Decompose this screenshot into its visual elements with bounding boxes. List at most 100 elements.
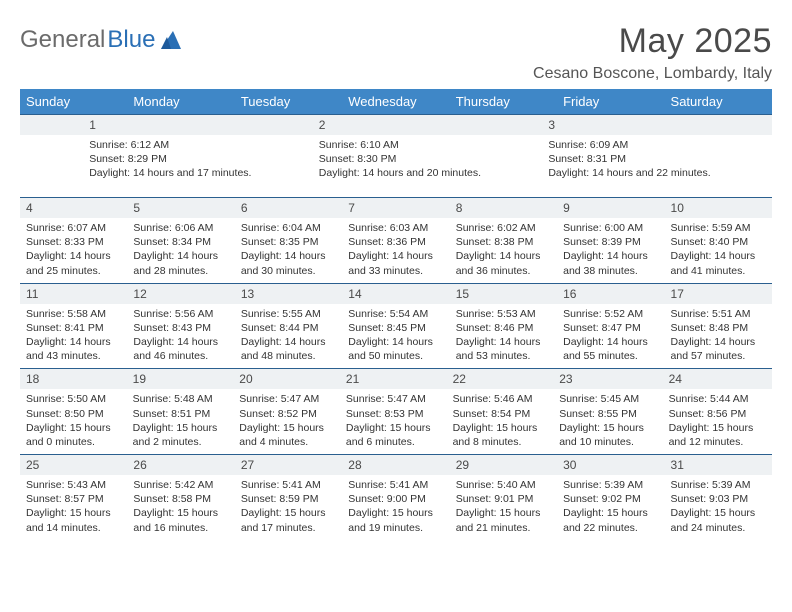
day-number-row: 18192021222324 bbox=[20, 369, 772, 390]
sunrise-text: Sunrise: 5:52 AM bbox=[563, 307, 658, 321]
day-detail: Sunrise: 5:47 AMSunset: 8:53 PMDaylight:… bbox=[340, 389, 447, 454]
sunrise-text: Sunrise: 5:56 AM bbox=[133, 307, 228, 321]
day-detail: Sunrise: 6:07 AMSunset: 8:33 PMDaylight:… bbox=[20, 218, 127, 283]
daylight-text: Daylight: 15 hours and 19 minutes. bbox=[348, 506, 443, 534]
sunrise-text: Sunrise: 5:54 AM bbox=[348, 307, 443, 321]
weekday-header: Tuesday bbox=[235, 89, 342, 114]
day-detail-row: Sunrise: 5:58 AMSunset: 8:41 PMDaylight:… bbox=[20, 304, 772, 369]
day-number: 3 bbox=[542, 115, 772, 136]
day-number: 14 bbox=[342, 283, 449, 304]
sunrise-text: Sunrise: 6:07 AM bbox=[26, 221, 121, 235]
day-detail: Sunrise: 6:06 AMSunset: 8:34 PMDaylight:… bbox=[127, 218, 234, 283]
day-detail: Sunrise: 5:59 AMSunset: 8:40 PMDaylight:… bbox=[665, 218, 772, 283]
day-detail bbox=[36, 135, 52, 197]
day-number: 15 bbox=[450, 283, 557, 304]
daylight-text: Daylight: 15 hours and 17 minutes. bbox=[241, 506, 336, 534]
day-detail: Sunrise: 5:47 AMSunset: 8:52 PMDaylight:… bbox=[233, 389, 340, 454]
daylight-text: Daylight: 14 hours and 57 minutes. bbox=[671, 335, 766, 363]
day-detail: Sunrise: 5:52 AMSunset: 8:47 PMDaylight:… bbox=[557, 304, 664, 369]
daylight-text: Daylight: 15 hours and 16 minutes. bbox=[133, 506, 228, 534]
sunset-text: Sunset: 8:54 PM bbox=[453, 407, 548, 421]
sunrise-text: Sunrise: 5:51 AM bbox=[671, 307, 766, 321]
day-number: 6 bbox=[235, 198, 342, 219]
day-number bbox=[67, 115, 83, 136]
sunrise-text: Sunrise: 5:39 AM bbox=[671, 478, 766, 492]
day-number: 12 bbox=[127, 283, 234, 304]
sunset-text: Sunset: 8:43 PM bbox=[133, 321, 228, 335]
day-detail: Sunrise: 5:54 AMSunset: 8:45 PMDaylight:… bbox=[342, 304, 449, 369]
day-detail: Sunrise: 5:44 AMSunset: 8:56 PMDaylight:… bbox=[663, 389, 772, 454]
daylight-text: Daylight: 14 hours and 41 minutes. bbox=[671, 249, 766, 277]
day-detail: Sunrise: 5:39 AMSunset: 9:02 PMDaylight:… bbox=[557, 475, 664, 540]
day-detail: Sunrise: 6:09 AMSunset: 8:31 PMDaylight:… bbox=[542, 135, 772, 197]
day-detail: Sunrise: 5:56 AMSunset: 8:43 PMDaylight:… bbox=[127, 304, 234, 369]
month-title: May 2025 bbox=[533, 22, 772, 61]
calendar-week: 11121314151617Sunrise: 5:58 AMSunset: 8:… bbox=[20, 283, 772, 369]
day-number: 4 bbox=[20, 198, 127, 219]
sunrise-text: Sunrise: 5:55 AM bbox=[241, 307, 336, 321]
daylight-text: Daylight: 14 hours and 50 minutes. bbox=[348, 335, 443, 363]
weekday-header: Sunday bbox=[20, 89, 127, 114]
sunrise-text: Sunrise: 5:53 AM bbox=[456, 307, 551, 321]
daylight-text: Daylight: 14 hours and 22 minutes. bbox=[548, 166, 766, 180]
day-detail: Sunrise: 6:12 AMSunset: 8:29 PMDaylight:… bbox=[83, 135, 313, 197]
daylight-text: Daylight: 15 hours and 14 minutes. bbox=[26, 506, 121, 534]
day-number-row: 45678910 bbox=[20, 198, 772, 219]
sunset-text: Sunset: 8:52 PM bbox=[239, 407, 334, 421]
weekday-header: Friday bbox=[557, 89, 664, 114]
daylight-text: Daylight: 14 hours and 43 minutes. bbox=[26, 335, 121, 363]
daylight-text: Daylight: 14 hours and 55 minutes. bbox=[563, 335, 658, 363]
sunrise-text: Sunrise: 5:44 AM bbox=[669, 392, 766, 406]
day-number: 24 bbox=[663, 369, 772, 390]
sunset-text: Sunset: 8:51 PM bbox=[133, 407, 228, 421]
day-detail bbox=[52, 135, 68, 197]
sunset-text: Sunset: 8:40 PM bbox=[671, 235, 766, 249]
daylight-text: Daylight: 14 hours and 53 minutes. bbox=[456, 335, 551, 363]
day-number-row: 25262728293031 bbox=[20, 455, 772, 476]
daylight-text: Daylight: 15 hours and 2 minutes. bbox=[133, 421, 228, 449]
day-number: 30 bbox=[557, 455, 664, 476]
sunrise-text: Sunrise: 5:42 AM bbox=[133, 478, 228, 492]
day-detail: Sunrise: 5:41 AMSunset: 9:00 PMDaylight:… bbox=[342, 475, 449, 540]
sunrise-text: Sunrise: 6:00 AM bbox=[563, 221, 658, 235]
day-detail: Sunrise: 5:53 AMSunset: 8:46 PMDaylight:… bbox=[450, 304, 557, 369]
sunrise-text: Sunrise: 5:45 AM bbox=[559, 392, 656, 406]
daylight-text: Daylight: 15 hours and 22 minutes. bbox=[563, 506, 658, 534]
daylight-text: Daylight: 15 hours and 12 minutes. bbox=[669, 421, 766, 449]
day-number: 27 bbox=[235, 455, 342, 476]
day-number bbox=[20, 115, 36, 136]
daylight-text: Daylight: 15 hours and 6 minutes. bbox=[346, 421, 441, 449]
sunset-text: Sunset: 8:57 PM bbox=[26, 492, 121, 506]
day-detail: Sunrise: 6:00 AMSunset: 8:39 PMDaylight:… bbox=[557, 218, 664, 283]
logo-sail-icon bbox=[159, 29, 183, 51]
day-number: 10 bbox=[665, 198, 772, 219]
day-detail: Sunrise: 5:42 AMSunset: 8:58 PMDaylight:… bbox=[127, 475, 234, 540]
day-detail: Sunrise: 5:41 AMSunset: 8:59 PMDaylight:… bbox=[235, 475, 342, 540]
day-detail-row: Sunrise: 6:12 AMSunset: 8:29 PMDaylight:… bbox=[20, 135, 772, 197]
day-detail: Sunrise: 6:02 AMSunset: 8:38 PMDaylight:… bbox=[450, 218, 557, 283]
day-number: 21 bbox=[340, 369, 447, 390]
day-number: 22 bbox=[447, 369, 554, 390]
day-number: 31 bbox=[665, 455, 772, 476]
weekday-header: Wednesday bbox=[342, 89, 449, 114]
sunrise-text: Sunrise: 5:43 AM bbox=[26, 478, 121, 492]
sunset-text: Sunset: 9:02 PM bbox=[563, 492, 658, 506]
sunset-text: Sunset: 8:46 PM bbox=[456, 321, 551, 335]
sunset-text: Sunset: 8:31 PM bbox=[548, 152, 766, 166]
day-number: 2 bbox=[313, 115, 543, 136]
day-detail: Sunrise: 5:55 AMSunset: 8:44 PMDaylight:… bbox=[235, 304, 342, 369]
day-number-row: 11121314151617 bbox=[20, 283, 772, 304]
day-detail-row: Sunrise: 5:50 AMSunset: 8:50 PMDaylight:… bbox=[20, 389, 772, 454]
weekday-header: Thursday bbox=[450, 89, 557, 114]
calendar-week: 45678910Sunrise: 6:07 AMSunset: 8:33 PMD… bbox=[20, 197, 772, 283]
daylight-text: Daylight: 14 hours and 36 minutes. bbox=[456, 249, 551, 277]
sunset-text: Sunset: 8:41 PM bbox=[26, 321, 121, 335]
day-number: 5 bbox=[127, 198, 234, 219]
sunrise-text: Sunrise: 5:41 AM bbox=[241, 478, 336, 492]
day-detail: Sunrise: 5:51 AMSunset: 8:48 PMDaylight:… bbox=[665, 304, 772, 369]
daylight-text: Daylight: 15 hours and 4 minutes. bbox=[239, 421, 334, 449]
day-detail: Sunrise: 5:46 AMSunset: 8:54 PMDaylight:… bbox=[447, 389, 554, 454]
day-number: 28 bbox=[342, 455, 449, 476]
day-number-row: 123 bbox=[20, 115, 772, 136]
sunset-text: Sunset: 8:34 PM bbox=[133, 235, 228, 249]
